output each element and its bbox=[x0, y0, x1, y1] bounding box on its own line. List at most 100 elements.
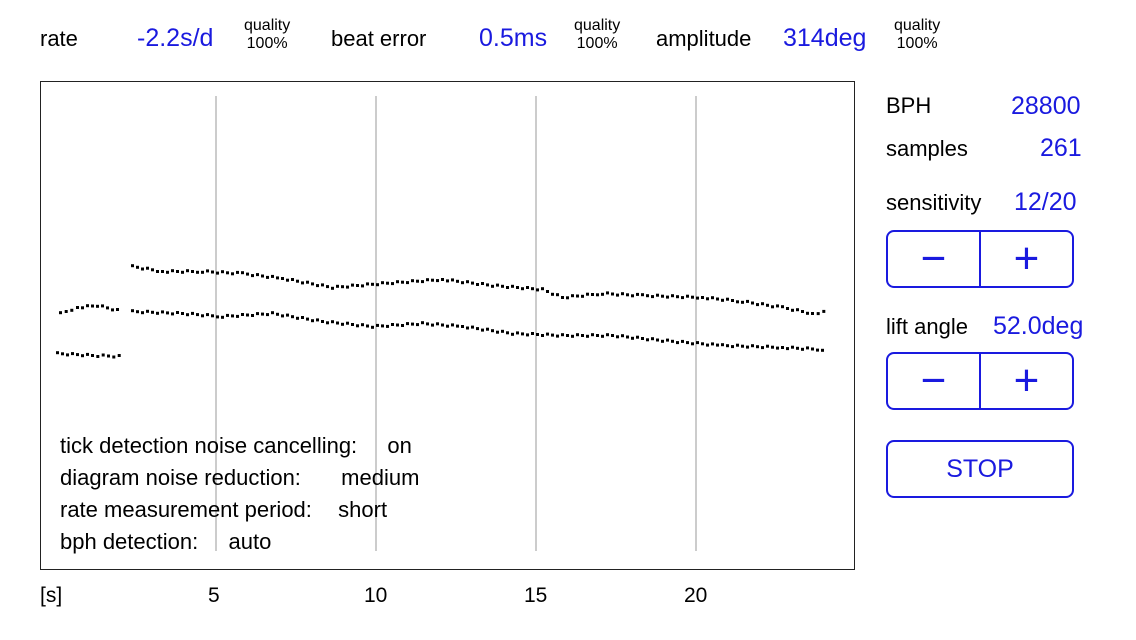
trace-dot bbox=[786, 347, 789, 351]
trace-dot bbox=[636, 335, 639, 339]
trace-dot bbox=[96, 355, 100, 358]
trace-dot bbox=[666, 295, 669, 299]
trace-dot bbox=[286, 313, 289, 317]
trace-dot bbox=[436, 279, 439, 283]
trace-dot bbox=[446, 324, 449, 328]
trace-dot bbox=[451, 323, 454, 327]
sensitivity-decrease-button[interactable]: − bbox=[888, 232, 979, 286]
trace-dot bbox=[486, 283, 489, 287]
trace-dot bbox=[396, 280, 399, 284]
minus-icon: − bbox=[920, 356, 947, 405]
trace-dot bbox=[466, 280, 469, 284]
trace-dot bbox=[301, 281, 304, 285]
trace-dot bbox=[511, 284, 514, 288]
trace-dot bbox=[276, 276, 279, 280]
trace-dot bbox=[161, 310, 164, 314]
trace-dot bbox=[636, 292, 639, 296]
trace-dot bbox=[561, 333, 564, 337]
bph-label: BPH bbox=[886, 93, 932, 118]
trace-dot bbox=[571, 334, 574, 338]
trace-diagram bbox=[56, 96, 826, 551]
trace-dot bbox=[721, 298, 724, 302]
lift-angle-stepper[interactable]: − + bbox=[886, 352, 1074, 410]
trace-dot bbox=[771, 305, 774, 309]
trace-dot bbox=[276, 312, 279, 316]
trace-dot bbox=[581, 294, 584, 298]
trace-dot bbox=[441, 278, 444, 281]
sensitivity-increase-button[interactable]: + bbox=[979, 232, 1072, 286]
trace-dot bbox=[551, 333, 554, 337]
trace-dot bbox=[706, 343, 709, 347]
trace-dot bbox=[111, 308, 114, 312]
trace-dot bbox=[621, 292, 624, 296]
trace-dot bbox=[421, 280, 424, 284]
trace-dot bbox=[626, 293, 629, 297]
trace-dot bbox=[406, 322, 409, 326]
trace-dot bbox=[156, 270, 159, 273]
trace-dot bbox=[601, 292, 604, 296]
lift-angle-increase-button[interactable]: + bbox=[979, 354, 1072, 408]
trace-dot bbox=[166, 311, 169, 315]
setting-value: auto bbox=[228, 529, 272, 554]
trace-dot bbox=[481, 328, 484, 332]
trace-dot bbox=[316, 318, 319, 322]
trace-dot bbox=[816, 348, 819, 352]
trace-dot bbox=[236, 314, 239, 318]
trace-dot bbox=[766, 303, 769, 307]
trace-dot bbox=[626, 335, 629, 339]
axis-tick-label: 15 bbox=[524, 584, 548, 607]
trace-dot bbox=[566, 334, 569, 337]
trace-dot bbox=[701, 342, 704, 346]
trace-dot bbox=[181, 312, 184, 315]
trace-dot bbox=[716, 297, 719, 301]
trace-dot bbox=[136, 265, 139, 269]
trace-dot bbox=[711, 296, 714, 300]
trace-dot bbox=[661, 294, 664, 298]
trace-dot bbox=[251, 274, 254, 278]
sensitivity-stepper[interactable]: − + bbox=[886, 230, 1074, 288]
trace-dot bbox=[451, 278, 454, 282]
trace-dot bbox=[321, 320, 324, 323]
axis-tick-label: 10 bbox=[364, 584, 388, 607]
trace-dot bbox=[756, 345, 759, 349]
trace-dot bbox=[331, 320, 334, 324]
trace-dot bbox=[406, 281, 409, 285]
trace-dot bbox=[361, 323, 364, 327]
trace-dot bbox=[591, 333, 594, 337]
trace-dot bbox=[201, 314, 204, 318]
trace-dot bbox=[716, 343, 719, 347]
trace-dot bbox=[606, 333, 609, 337]
trace-dot bbox=[117, 354, 121, 357]
trace-dot bbox=[201, 270, 204, 274]
stop-label: STOP bbox=[946, 454, 1014, 483]
trace-dot bbox=[586, 334, 589, 338]
trace-dot bbox=[291, 315, 294, 319]
trace-dot bbox=[271, 311, 274, 315]
stop-button[interactable]: STOP bbox=[886, 440, 1074, 498]
trace-dot bbox=[211, 270, 214, 274]
trace-dot bbox=[96, 304, 99, 308]
trace-dot bbox=[366, 324, 369, 328]
trace-dot bbox=[521, 287, 524, 291]
trace-dot bbox=[796, 346, 799, 350]
trace-dot bbox=[666, 338, 669, 342]
trace-dot bbox=[281, 277, 284, 280]
trace-dot bbox=[461, 325, 464, 328]
amplitude-value: 314deg bbox=[783, 24, 867, 52]
plus-icon: + bbox=[1013, 356, 1040, 405]
trace-dot bbox=[561, 296, 564, 299]
lift-angle-decrease-button[interactable]: − bbox=[888, 354, 979, 408]
trace-dot bbox=[546, 332, 549, 336]
trace-dot bbox=[216, 271, 219, 275]
amplitude-quality-label: quality bbox=[894, 17, 941, 34]
trace-dot bbox=[531, 332, 534, 335]
trace-dot bbox=[341, 285, 344, 289]
setting-value: short bbox=[338, 497, 388, 522]
trace-dot bbox=[696, 296, 699, 300]
trace-dot bbox=[621, 334, 624, 338]
trace-dot bbox=[206, 269, 209, 273]
trace-dot bbox=[426, 278, 429, 282]
trace-dot bbox=[511, 332, 514, 336]
trace-dot bbox=[726, 297, 729, 301]
setting-label: tick detection noise cancelling: bbox=[60, 433, 358, 458]
